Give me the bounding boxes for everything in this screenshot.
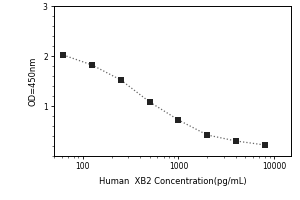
Point: [234, 139, 239, 143]
X-axis label: Human  XB2 Concentration(pg/mL): Human XB2 Concentration(pg/mL): [99, 177, 246, 186]
Point: [90, 63, 94, 67]
Point: [205, 133, 210, 137]
Y-axis label: OD=450nm: OD=450nm: [28, 56, 37, 106]
Point: [176, 118, 181, 122]
Point: [147, 100, 152, 104]
Point: [118, 78, 123, 82]
Point: [262, 143, 267, 147]
Point: [61, 53, 66, 57]
